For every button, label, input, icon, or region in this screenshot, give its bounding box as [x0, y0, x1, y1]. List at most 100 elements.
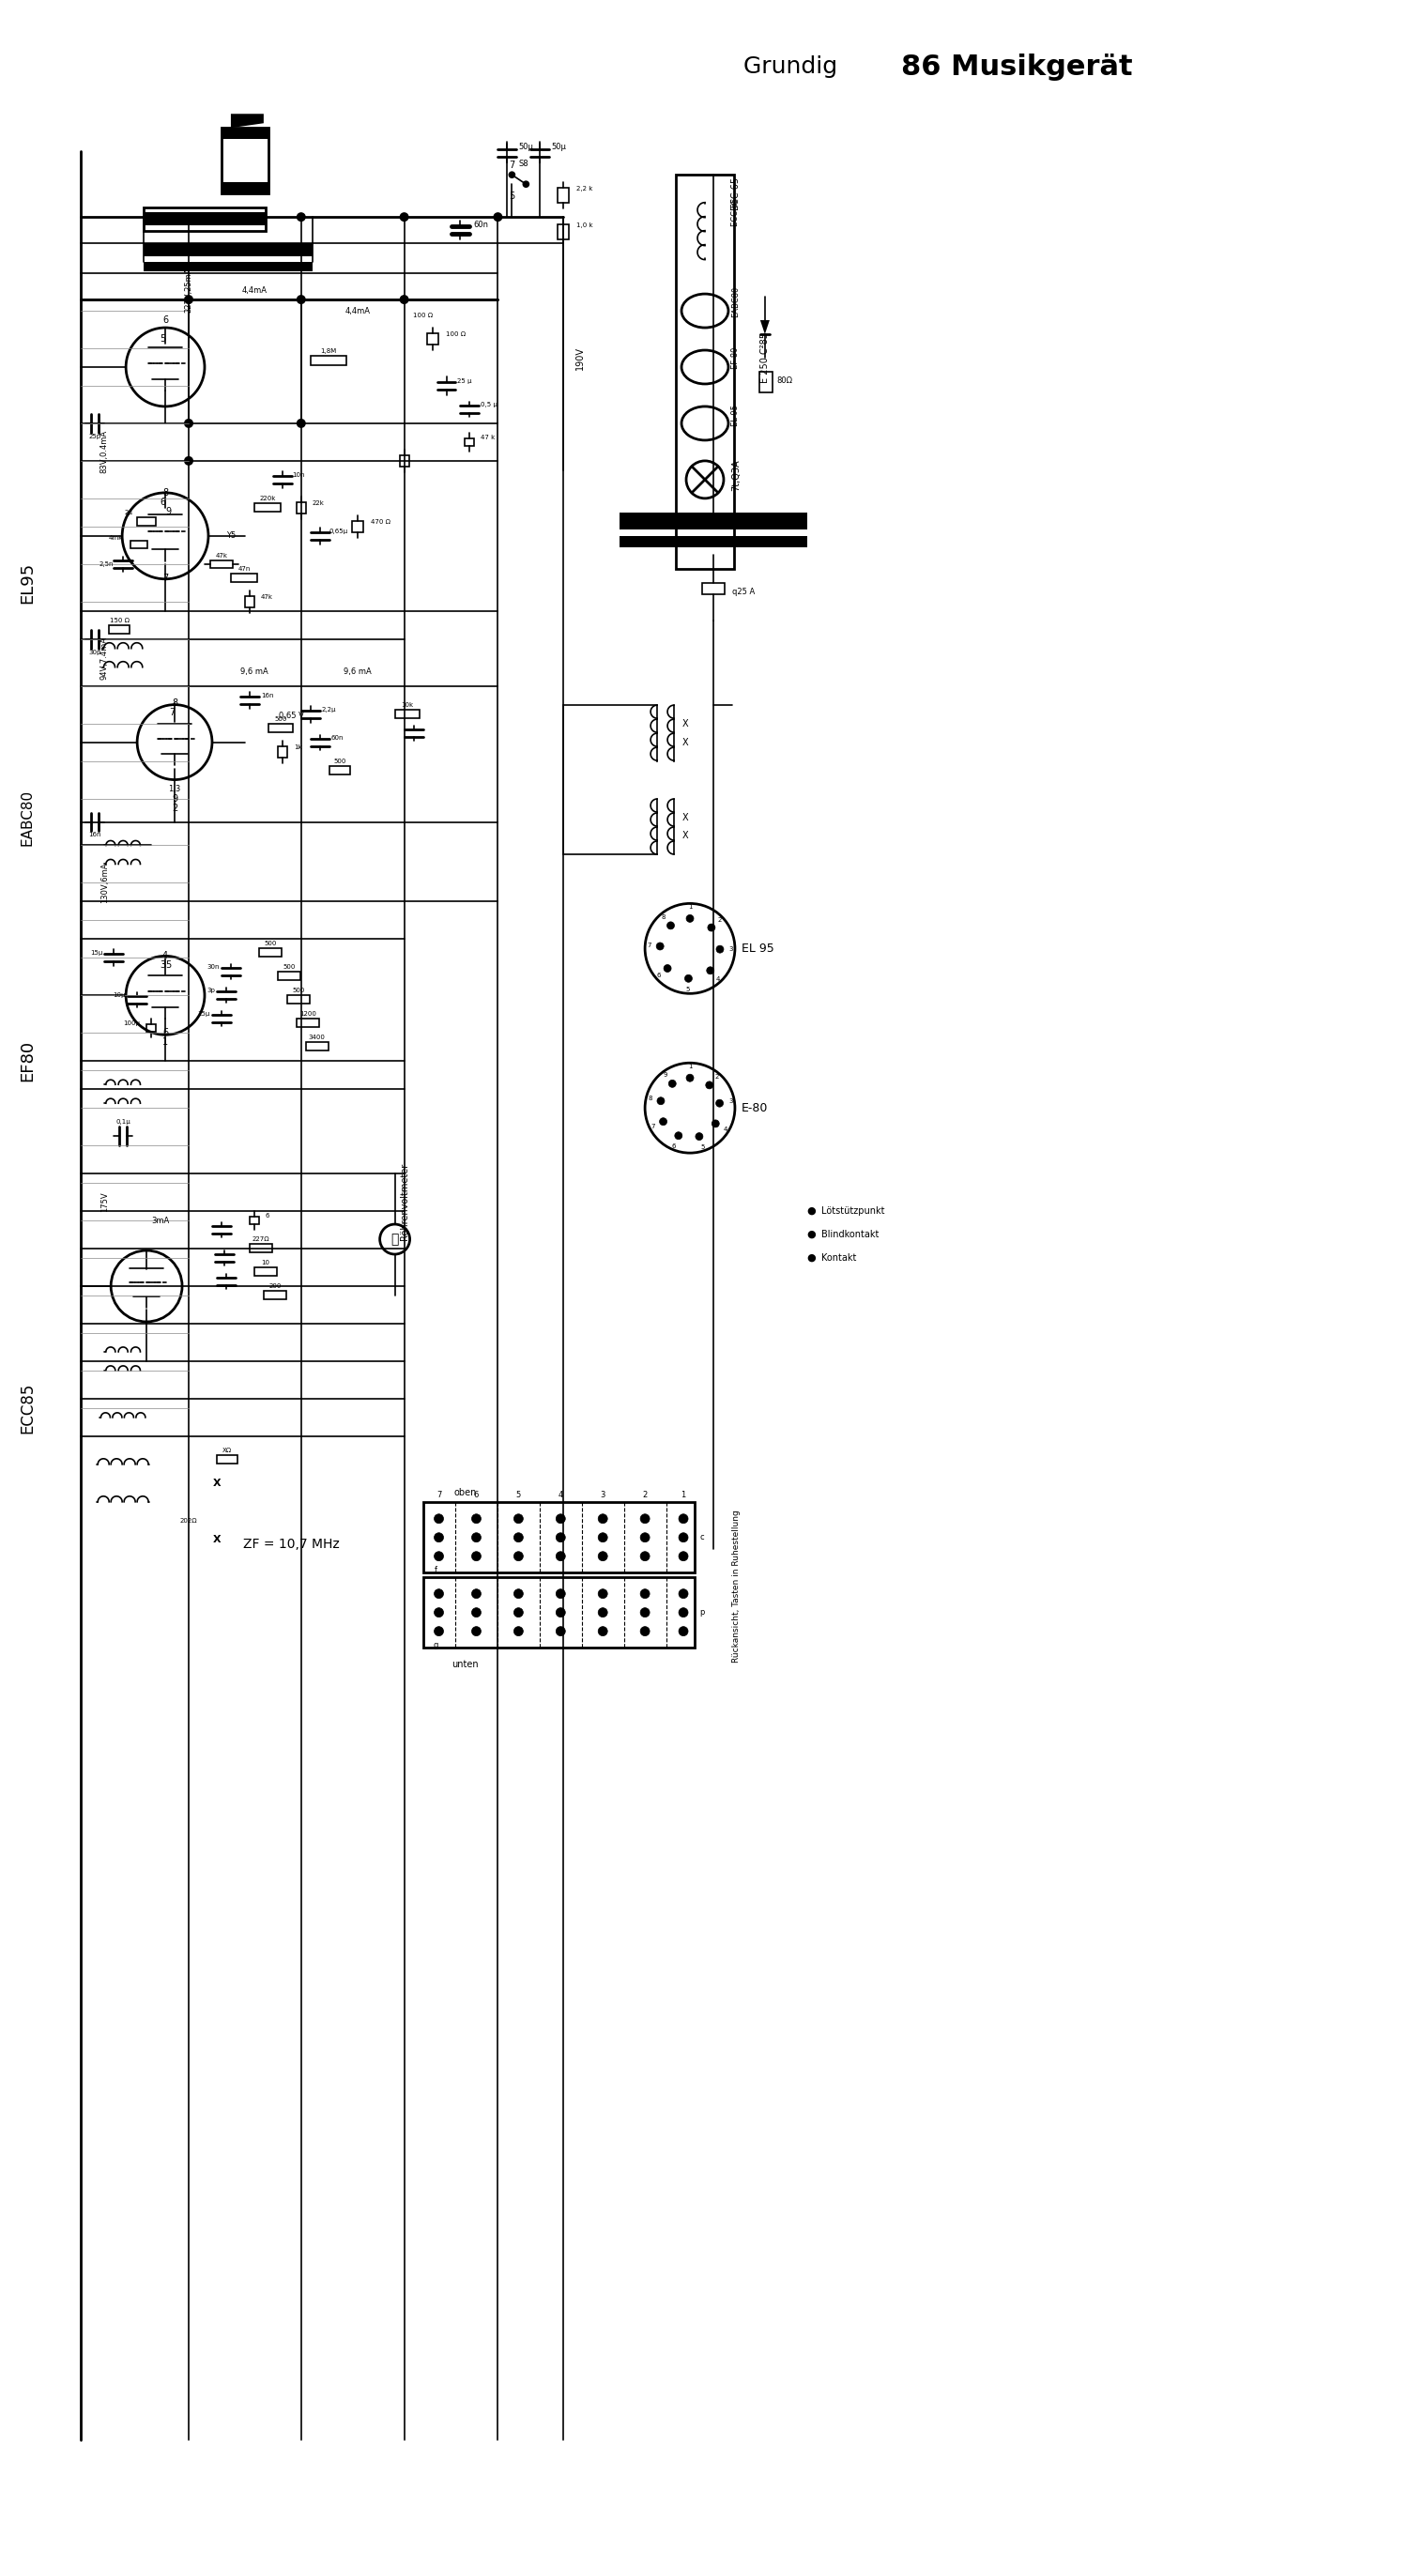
Bar [269, 724, 293, 732]
Text: Grundig: Grundig [743, 57, 845, 77]
Text: 50μ: 50μ [552, 142, 566, 152]
Text: 25 μ: 25 μ [458, 379, 472, 384]
Circle shape [434, 1551, 444, 1561]
Text: 5: 5 [515, 1492, 521, 1499]
Text: 5: 5 [159, 335, 165, 343]
Text: 83V,0.4mA: 83V,0.4mA [100, 430, 108, 474]
Text: 4: 4 [724, 1126, 727, 1133]
Text: 16n: 16n [260, 693, 273, 698]
Text: 3: 3 [159, 961, 165, 971]
Circle shape [686, 914, 694, 922]
Text: Kontakt: Kontakt [821, 1255, 856, 1262]
Text: 15μ: 15μ [90, 951, 103, 956]
Bar [352, 520, 363, 533]
Circle shape [510, 173, 515, 178]
Circle shape [641, 1607, 649, 1618]
Circle shape [598, 1551, 607, 1561]
Circle shape [598, 1607, 607, 1618]
Bar [231, 574, 258, 582]
Bar [277, 971, 300, 981]
Bar [217, 1455, 238, 1463]
Circle shape [297, 294, 306, 304]
Circle shape [556, 1551, 566, 1561]
Circle shape [556, 1607, 566, 1618]
Circle shape [434, 1589, 444, 1600]
Text: 1200: 1200 [300, 1012, 315, 1018]
Bar [422, 1577, 694, 1646]
Bar [263, 1291, 286, 1298]
Bar [221, 129, 269, 139]
Text: 7: 7 [436, 1492, 441, 1499]
Text: ●: ● [807, 1229, 817, 1239]
Text: oben: oben [453, 1489, 476, 1497]
Text: 16n: 16n [89, 832, 101, 837]
Text: 4: 4 [162, 951, 168, 961]
Bar [297, 502, 306, 513]
Circle shape [297, 211, 306, 222]
Bar [255, 502, 280, 513]
Circle shape [669, 1079, 676, 1087]
Bar [144, 211, 266, 227]
Text: 500: 500 [291, 987, 304, 994]
Text: 9,6 mA: 9,6 mA [344, 667, 372, 675]
Text: X: X [681, 811, 689, 822]
Bar [311, 355, 346, 366]
Circle shape [656, 943, 663, 951]
Text: 0,65μ: 0,65μ [329, 528, 348, 533]
Text: 15μ: 15μ [197, 1012, 210, 1018]
Text: 6: 6 [266, 1213, 270, 1218]
Circle shape [472, 1625, 482, 1636]
Bar [427, 332, 438, 345]
Text: 220k: 220k [259, 495, 276, 502]
Text: X: X [213, 1535, 221, 1543]
Circle shape [641, 1515, 649, 1522]
Text: 60n: 60n [331, 734, 344, 739]
Text: 10μ: 10μ [113, 992, 125, 999]
Circle shape [556, 1533, 566, 1543]
Text: ZF = 10,7 MHz: ZF = 10,7 MHz [244, 1538, 339, 1551]
Text: ●: ● [807, 1206, 817, 1216]
Circle shape [696, 1133, 703, 1141]
Text: 222V,25mA: 222V,25mA [184, 268, 193, 312]
Text: Rückansicht, Tasten in Ruhestellung: Rückansicht, Tasten in Ruhestellung [732, 1510, 741, 1662]
Text: 2: 2 [715, 1074, 718, 1079]
Text: 202Ω: 202Ω [180, 1517, 197, 1522]
Text: Lötstützpunkt: Lötstützpunkt [821, 1206, 884, 1216]
Text: X: X [681, 737, 689, 747]
Text: 0,65 V: 0,65 V [279, 711, 304, 721]
Text: 6: 6 [162, 314, 168, 325]
Circle shape [434, 1533, 444, 1543]
Text: 7t,Q3A: 7t,Q3A [731, 459, 741, 489]
Text: 6: 6 [672, 1144, 676, 1149]
Bar [255, 1267, 277, 1275]
Text: 80Ω: 80Ω [777, 376, 793, 386]
Bar [221, 129, 269, 193]
Text: EL95: EL95 [20, 562, 37, 603]
Circle shape [472, 1589, 482, 1600]
Circle shape [434, 1515, 444, 1522]
Text: 5: 5 [701, 1144, 705, 1149]
Text: 3p: 3p [207, 987, 215, 994]
Bar [676, 175, 734, 569]
Text: 227Ω: 227Ω [252, 1236, 269, 1242]
Bar [108, 626, 130, 634]
Circle shape [679, 1607, 689, 1618]
Bar [249, 1244, 272, 1252]
Text: EF80: EF80 [20, 1041, 37, 1082]
Text: 175V: 175V [100, 1193, 108, 1211]
Bar [620, 536, 807, 546]
Bar [249, 1216, 259, 1224]
Bar [329, 765, 349, 773]
Bar [400, 456, 408, 466]
Text: Ⓥ: Ⓥ [391, 1234, 398, 1247]
Bar [259, 948, 282, 956]
Bar [210, 559, 232, 567]
Text: EF 80: EF 80 [732, 348, 741, 368]
Text: 5: 5 [510, 191, 515, 201]
Text: E-80: E-80 [742, 1103, 769, 1113]
Text: 100 Ω: 100 Ω [413, 312, 432, 319]
Text: 470 Ω: 470 Ω [370, 518, 390, 526]
Text: X: X [681, 719, 689, 729]
Circle shape [514, 1533, 524, 1543]
Text: 2: 2 [642, 1492, 648, 1499]
